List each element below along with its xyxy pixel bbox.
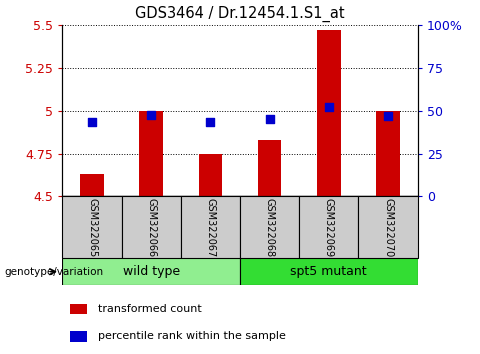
Bar [299, 196, 359, 258]
Text: GSM322067: GSM322067 [205, 198, 216, 257]
Bar [62, 258, 240, 285]
Point [88, 119, 96, 125]
Bar [121, 196, 181, 258]
Bar [80, 174, 104, 196]
Bar [376, 110, 400, 196]
Point [266, 116, 274, 121]
Text: spt5 mutant: spt5 mutant [290, 265, 367, 278]
Text: GSM322070: GSM322070 [383, 198, 393, 257]
Point [384, 113, 392, 119]
Bar [62, 196, 121, 258]
Text: GSM322068: GSM322068 [264, 198, 275, 257]
Text: wild type: wild type [122, 265, 180, 278]
Bar [258, 140, 281, 196]
Bar [70, 304, 87, 314]
Bar [359, 196, 418, 258]
Point [206, 119, 214, 125]
Bar [70, 331, 87, 342]
Bar [240, 196, 299, 258]
Text: transformed count: transformed count [98, 304, 202, 314]
Point [147, 112, 155, 118]
Point [325, 104, 333, 110]
Bar [139, 110, 163, 196]
Title: GDS3464 / Dr.12454.1.S1_at: GDS3464 / Dr.12454.1.S1_at [135, 6, 345, 22]
Text: GSM322065: GSM322065 [87, 198, 97, 257]
Bar [181, 196, 240, 258]
Bar [317, 30, 341, 196]
Text: GSM322066: GSM322066 [146, 198, 156, 257]
Bar [199, 154, 222, 196]
Text: GSM322069: GSM322069 [324, 198, 334, 257]
Text: percentile rank within the sample: percentile rank within the sample [98, 331, 286, 342]
Bar [240, 258, 418, 285]
Text: genotype/variation: genotype/variation [5, 267, 104, 277]
